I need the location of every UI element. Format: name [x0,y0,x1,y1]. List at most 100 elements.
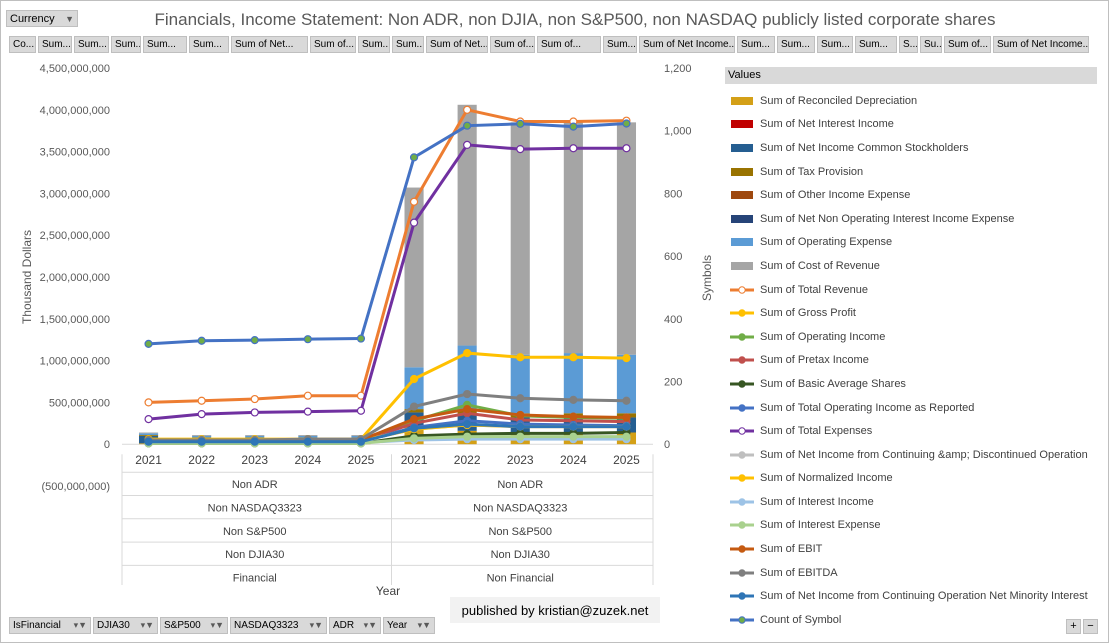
data-point [356,406,366,415]
legend: Sum of Reconciled Depreciation Sum of Net… [730,89,1088,632]
legend-swatch [730,214,754,223]
y2-tick-label: 1,200 [664,63,692,75]
bar-segment [616,122,637,355]
column-field-button[interactable]: Sum... [143,36,187,53]
legend-entry[interactable]: Sum of Total Expenses [730,419,1088,443]
legend-entry[interactable]: Sum of Cost of Revenue [730,254,1088,278]
column-field-button[interactable]: Sum of... [490,36,535,53]
column-field-button[interactable]: Sum... [358,36,390,53]
column-field-button[interactable]: Sum... [38,36,72,53]
row-filter-label: NASDAQ3323 [234,620,299,631]
legend-swatch [730,591,754,601]
legend-entry[interactable]: Sum of Interest Expense [730,514,1088,538]
legend-entry[interactable]: Sum of Total Revenue [730,278,1088,302]
legend-entry[interactable]: Sum of Basic Average Shares [730,372,1088,396]
column-field-button[interactable]: Sum of... [944,36,991,53]
column-field-button[interactable]: Sum of... [537,36,601,53]
currency-filter-button[interactable]: Currency ▼ [6,10,78,27]
chart-title: Financials, Income Statement: Non ADR, n… [154,10,996,29]
legend-entry[interactable]: Sum of Reconciled Depreciation [730,89,1088,113]
data-point [303,407,312,416]
row-filter-button[interactable]: NASDAQ3323 ▾▼ [230,617,327,634]
column-field-buttons: Co...Sum...Sum...Sum...Sum...Sum...Sum o… [9,36,1089,53]
row-filter-button[interactable]: DJIA30 ▾▼ [93,617,158,634]
row-filter-button[interactable]: ADR ▾▼ [329,617,381,634]
legend-entry[interactable]: Sum of Net Income Common Stockholders [730,136,1088,160]
column-field-button[interactable]: Sum of Net Income... [993,36,1089,53]
legend-swatch [730,143,754,152]
zoom-out-button[interactable]: − [1083,619,1098,634]
column-field-button[interactable]: Sum... [111,36,141,53]
data-point [516,144,525,154]
filter-dropdown-icon: ▾▼ [417,620,431,630]
column-field-button[interactable]: Sum... [74,36,109,53]
row-filter-button[interactable]: Year ▾▼ [383,617,435,634]
data-point [463,420,472,429]
row-filter-button[interactable]: IsFinancial ▾▼ [9,617,91,634]
x-category-label: 2021 [135,453,162,467]
column-field-button[interactable]: Sum... [603,36,637,53]
legend-label: Sum of Total Operating Income as Reporte… [760,401,975,414]
legend-entry[interactable]: Sum of Total Operating Income as Reporte… [730,396,1088,420]
legend-label: Sum of EBIT [760,543,823,556]
column-field-button[interactable]: Sum... [817,36,853,53]
column-field-button[interactable]: Sum of Net... [426,36,488,53]
legend-swatch [730,615,754,625]
legend-entry[interactable]: Sum of Other Income Expense [730,183,1088,207]
series-line [359,121,627,339]
y-tick-label: 500,000,000 [49,397,110,409]
group-label: Non NASDAQ3323 [208,503,302,515]
group-label: Non S&P500 [488,526,552,538]
column-field-button[interactable]: Sum... [777,36,815,53]
legend-entry[interactable]: Sum of Net Non Operating Interest Income… [730,207,1088,231]
legend-entry[interactable]: Sum of Net Income from Continuing Operat… [730,584,1088,608]
legend-entry[interactable]: Sum of Pretax Income [730,349,1088,373]
legend-entry[interactable]: Sum of Operating Income [730,325,1088,349]
legend-entry[interactable]: Sum of Interest Income [730,490,1088,514]
filter-dropdown-icon: ▾▼ [73,620,87,630]
column-field-button[interactable]: Sum of Net Income... [639,36,735,53]
row-filter-button[interactable]: S&P500 ▾▼ [160,617,228,634]
legend-entry[interactable]: Sum of Net Income from Continuing &amp; … [730,443,1088,467]
y-tick-label: 1,000,000,000 [40,356,110,368]
legend-swatch [730,355,754,365]
legend-entry[interactable]: Sum of Operating Expense [730,231,1088,255]
legend-entry[interactable]: Sum of Tax Provision [730,160,1088,184]
legend-swatch [730,308,754,318]
column-field-button[interactable]: Co... [9,36,36,53]
data-point [303,391,312,400]
chart-plot: 4,500,000,000 4,000,000,000 3,500,000,000 3… [20,63,714,598]
x-category-label: 2022 [188,453,215,467]
column-field-button[interactable]: Sum of... [310,36,356,53]
column-field-button[interactable]: Sum... [189,36,229,53]
y2-tick-label: 400 [664,314,682,326]
filter-dropdown-icon: ▾▼ [309,620,323,630]
y-axis-title: Thousand Dollars [20,230,34,324]
series-line [360,407,627,442]
legend-entry[interactable]: Sum of EBIT [730,537,1088,561]
legend-label: Sum of Interest Expense [760,519,881,532]
legend-entry[interactable]: Sum of EBITDA [730,561,1088,585]
legend-entry[interactable]: Count of Symbol [730,608,1088,632]
column-field-button[interactable]: Sum... [737,36,775,53]
series-line [360,422,627,444]
legend-entry[interactable]: Sum of Gross Profit [730,301,1088,325]
data-point [409,218,419,227]
column-field-button[interactable]: S... [899,36,918,53]
column-field-button[interactable]: Sum of Net... [231,36,308,53]
legend-label: Sum of Basic Average Shares [760,377,906,390]
column-field-button[interactable]: Sum... [855,36,897,53]
series-line [360,435,627,445]
column-field-button[interactable]: Su... [920,36,942,53]
legend-entry[interactable]: Sum of Net Interest Income [730,113,1088,137]
column-field-button[interactable]: Sum... [392,36,424,53]
data-point [250,336,259,345]
legend-title[interactable]: Values [725,67,1097,84]
data-point [569,144,578,153]
y-tick-label: (500,000,000) [42,481,111,493]
data-point [409,402,419,411]
legend-label: Sum of Other Income Expense [760,189,911,202]
zoom-in-button[interactable]: + [1066,619,1081,634]
legend-entry[interactable]: Sum of Normalized Income [730,467,1088,491]
x-category-label: 2021 [401,453,428,467]
